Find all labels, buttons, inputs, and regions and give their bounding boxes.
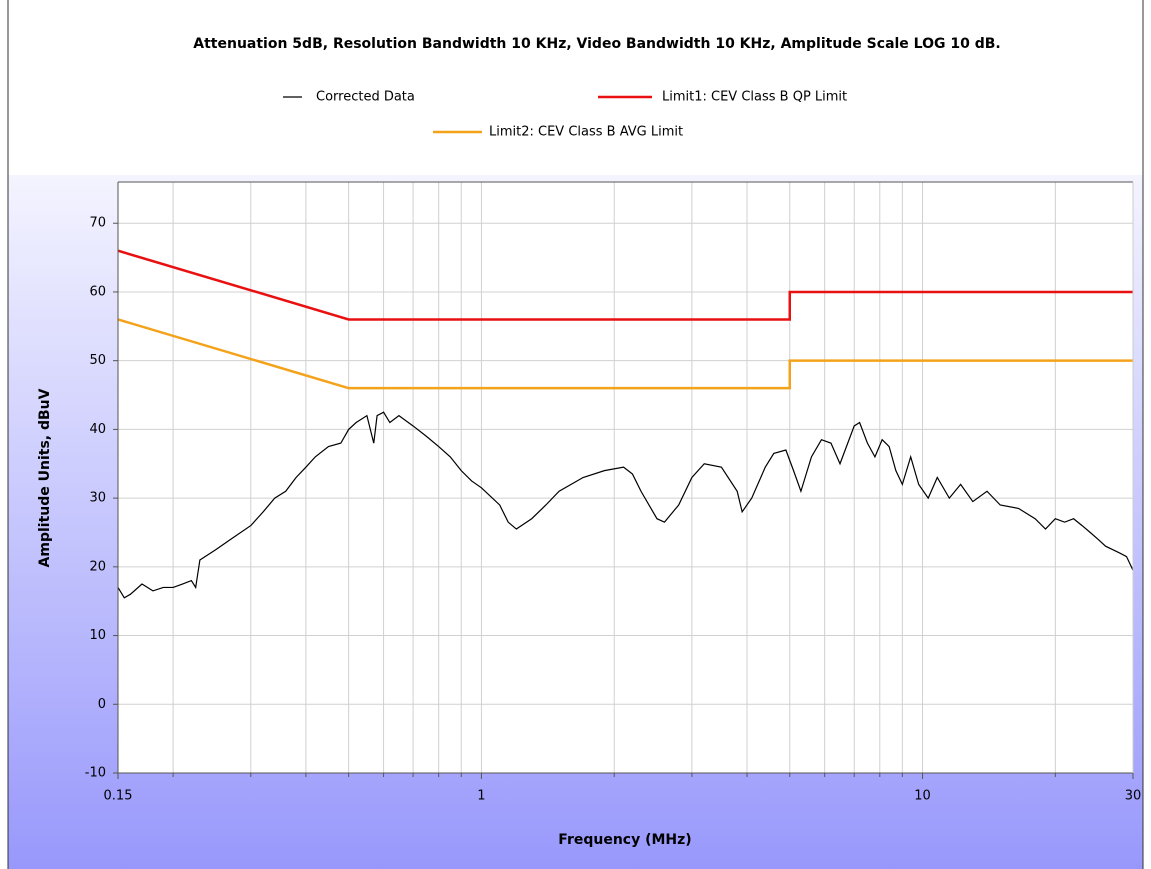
x-tick-label: 10	[914, 789, 931, 804]
legend-label: Corrected Data	[316, 90, 415, 105]
plot-area	[118, 182, 1133, 773]
series-line	[117, 318, 1133, 390]
y-tick-label: 70	[89, 216, 106, 231]
y-tick-label: 50	[89, 353, 106, 368]
y-tick-label: 0	[98, 697, 106, 712]
x-axis-label: Frequency (MHz)	[558, 832, 691, 848]
legend-label: Limit1: CEV Class B QP Limit	[662, 90, 847, 105]
series-line	[117, 411, 1134, 599]
y-tick-label: 20	[89, 559, 106, 574]
y-tick-label: -10	[85, 766, 106, 781]
x-tick-label: 0.15	[104, 789, 133, 804]
x-tick-label: 1	[477, 789, 485, 804]
y-tick-label: 60	[89, 284, 106, 299]
series-line	[117, 249, 1133, 321]
x-tick-label: 30	[1125, 789, 1142, 804]
y-tick-label: 30	[89, 491, 106, 506]
y-tick-label: 40	[89, 422, 106, 437]
legend-label: Limit2: CEV Class B AVG Limit	[489, 125, 683, 140]
y-axis-label: Amplitude Units, dBuV	[37, 388, 53, 567]
chart-title: Attenuation 5dB, Resolution Bandwidth 10…	[193, 36, 1000, 52]
y-tick-label: 10	[89, 628, 106, 643]
